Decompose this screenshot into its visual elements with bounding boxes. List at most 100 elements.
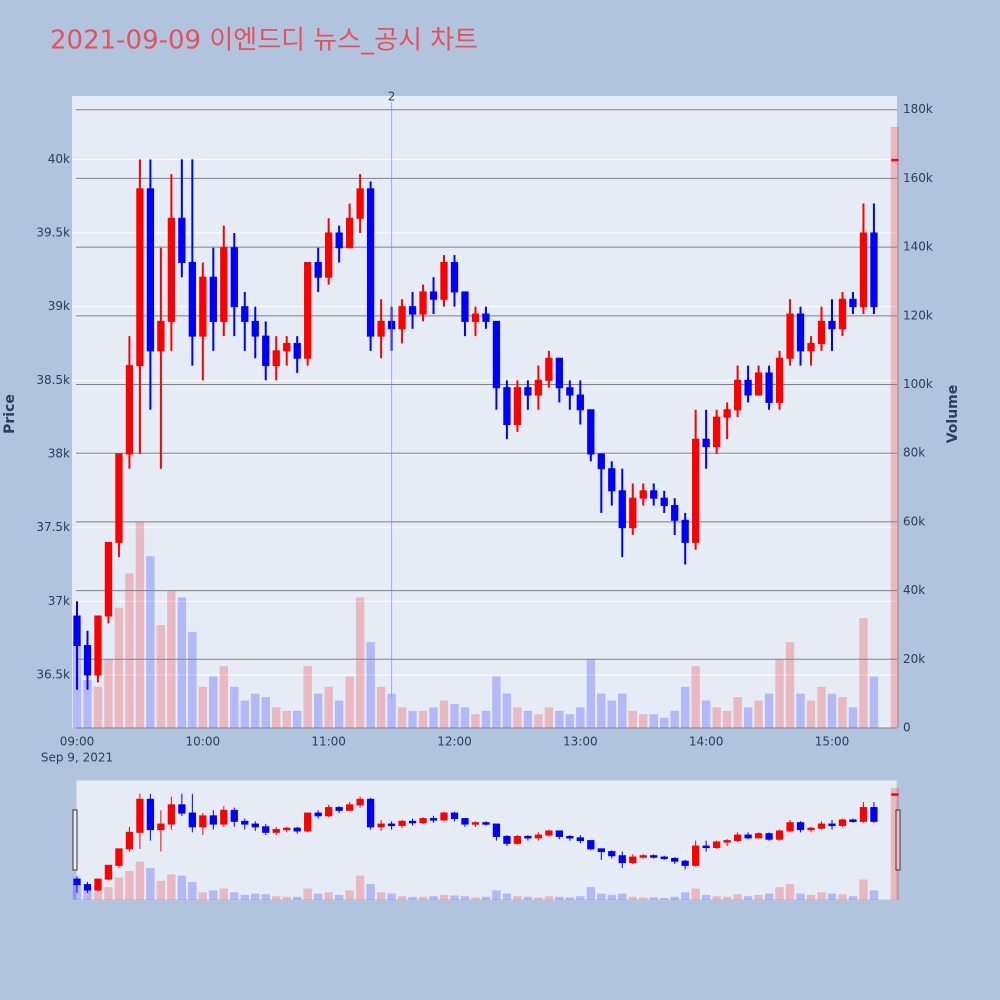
candle-body (157, 320, 165, 352)
slider-volume-bar (565, 897, 575, 900)
slider-candle-body (136, 798, 144, 833)
slider-candle-body (115, 848, 123, 866)
slider-volume-bar (775, 887, 784, 900)
slider-volume-bar (429, 896, 438, 900)
slider-volume-bar (303, 888, 312, 900)
slider-volume-bar (785, 883, 795, 900)
slider-volume-bar (408, 896, 417, 900)
slider-volume-bar (754, 894, 763, 900)
slider-volume-bar (827, 893, 837, 900)
slider-candle-body (838, 819, 847, 826)
candle-body (555, 357, 563, 389)
candle-body (671, 505, 679, 521)
candle-body (503, 387, 511, 426)
candle-body (513, 387, 522, 426)
slider-candle-body (712, 841, 721, 848)
volume-bar (240, 700, 249, 728)
range-slider[interactable] (75, 779, 898, 901)
candle-body (83, 645, 92, 676)
slider-volume-bar (691, 888, 700, 900)
candle-body (765, 372, 773, 403)
candle-body (325, 232, 333, 278)
volume-bar (827, 693, 837, 728)
candle-body (576, 394, 584, 411)
volume-bar (544, 707, 554, 728)
slider-volume-bar (418, 896, 428, 900)
volume-bar (628, 710, 637, 728)
volume-bar (104, 659, 113, 728)
volume-bar (272, 707, 281, 728)
candle-body (723, 409, 731, 418)
candle-body (608, 468, 616, 492)
volume-bar (869, 676, 879, 728)
candle-body (534, 379, 543, 396)
slider-candle-body (744, 834, 752, 839)
slider-candle-body (545, 830, 553, 836)
slider-candle-body (272, 829, 280, 833)
volume-bar (156, 624, 166, 728)
slider-candle-body (786, 822, 794, 832)
volume-bar (712, 707, 721, 728)
candle-body (398, 306, 406, 330)
volume-bar (743, 707, 753, 728)
candle-body (681, 519, 689, 543)
slider-candle-body (513, 835, 522, 844)
slider-candle-body (440, 812, 448, 821)
y-tick-label: 40k (48, 152, 70, 166)
y-tick-label: 37.5k (36, 520, 70, 534)
volume-bar (471, 714, 480, 728)
candle-body (807, 342, 815, 352)
slider-volume-bar (639, 897, 648, 900)
slider-volume-bar (764, 893, 774, 900)
candle-body (597, 453, 605, 470)
slider-volume-bar (397, 896, 407, 900)
slider-candle-body (471, 822, 480, 825)
candle-body (220, 247, 228, 322)
candle-body (209, 276, 217, 322)
slider-candle-body (796, 822, 805, 831)
volume-bar (366, 642, 375, 728)
slider-candle-body (83, 884, 92, 891)
y2-tick-label: 60k (903, 514, 925, 528)
chart-title: 2021-09-09 이엔드디 뉴스_공시 차트 (50, 26, 478, 56)
candle-body (891, 158, 899, 162)
slider-volume-bar (869, 890, 879, 900)
range-handle[interactable] (895, 809, 901, 871)
candle-body (419, 291, 427, 315)
slider-candle-body (304, 812, 312, 832)
volume-bar (450, 703, 459, 728)
slider-volume-bar (618, 893, 627, 900)
candle-body (733, 379, 742, 411)
slider-candle-body (157, 823, 165, 831)
candle-body (408, 306, 417, 315)
slider-candle-body (639, 855, 647, 858)
volume-bar (754, 700, 763, 728)
volume-bar (576, 707, 585, 728)
volume-bar (261, 697, 270, 728)
slider-candle-body (534, 834, 543, 839)
volume-bar (722, 710, 732, 728)
volume-bar (355, 597, 365, 728)
volume-bar (293, 710, 302, 728)
candle-body (241, 306, 249, 322)
candle-body (838, 298, 847, 330)
y-tick-label: 36.5k (36, 667, 70, 681)
slider-candle-body (807, 827, 815, 831)
slider-volume-bar (146, 867, 155, 900)
x-tick-label: 13:00 (563, 735, 598, 749)
slider-volume-bar (513, 896, 522, 900)
volume-bar (660, 717, 669, 728)
slider-volume-bar (838, 894, 847, 900)
slider-volume-bar (670, 896, 679, 900)
y2-tick-label: 100k (903, 377, 933, 391)
candle-body (859, 232, 868, 308)
y2-tick-label: 40k (903, 583, 925, 597)
slider-volume-bar (701, 894, 711, 900)
volume-bar (114, 607, 124, 728)
candle-body (796, 313, 805, 352)
slider-candle-body (146, 798, 155, 831)
candle-body (251, 320, 259, 337)
range-handle[interactable] (72, 809, 78, 871)
slider-candle-body (167, 804, 176, 825)
